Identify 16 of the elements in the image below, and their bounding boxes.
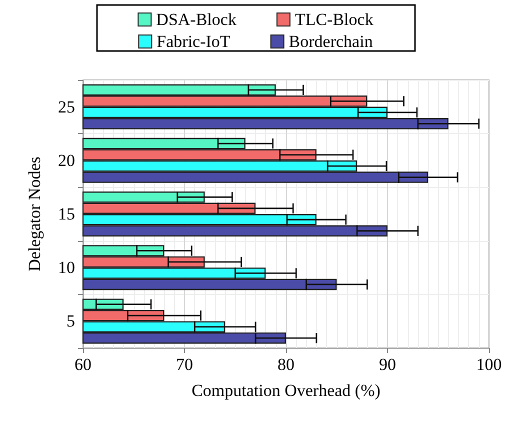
y-tick-label: 10 [58, 258, 75, 278]
x-axis-title: Computation Overhead (%) [192, 381, 380, 400]
x-tick-label: 70 [176, 355, 193, 374]
y-tick-label: 20 [58, 150, 75, 170]
legend-label: Borderchain [288, 32, 374, 51]
x-tick-label: 60 [74, 355, 92, 374]
y-axis-title: Delegator Nodes [25, 156, 44, 272]
x-tick-label: 90 [379, 355, 396, 374]
legend-label: DSA-Block [156, 10, 237, 29]
legend-label: Fabric-IoT [156, 32, 231, 51]
y-tick-label: 5 [66, 312, 75, 331]
y-tick-label: 25 [58, 97, 75, 116]
legend-label: TLC-Block [294, 10, 374, 29]
x-tick-label: 100 [476, 355, 502, 374]
x-tick-label: 80 [278, 355, 294, 374]
y-tick-label: 15 [58, 204, 75, 224]
